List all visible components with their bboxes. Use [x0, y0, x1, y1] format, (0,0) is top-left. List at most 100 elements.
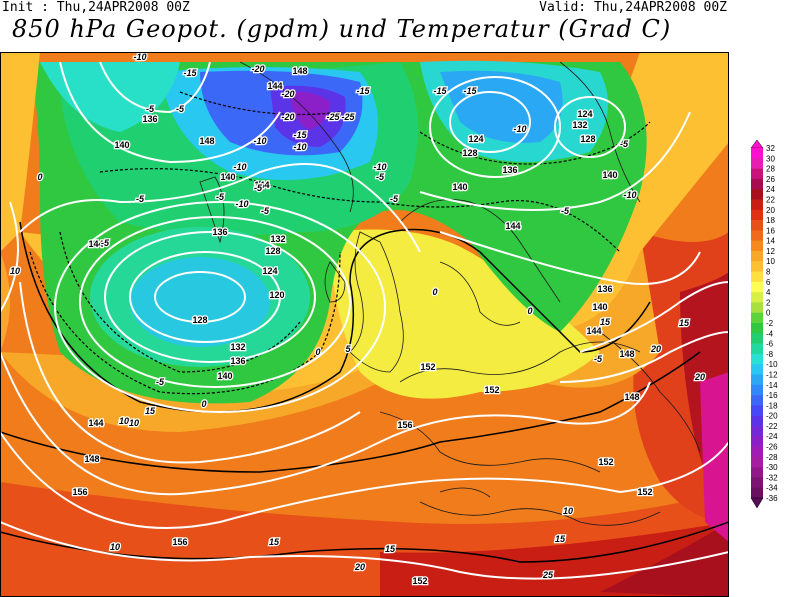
isotherm-label: 0	[201, 399, 206, 409]
valid-time-label: Valid: Thu,24APR2008 00Z	[539, 0, 727, 15]
colorbar-swatch	[751, 323, 763, 334]
isohypse-label: 132	[572, 120, 587, 130]
temperature-colorbar: 32302826242220181614121086420-2-4-6-8-10…	[750, 140, 778, 509]
isotherm-label: -5	[261, 206, 270, 216]
colorbar-tick-label: 32	[766, 144, 775, 153]
colorbar-swatch	[751, 415, 763, 427]
isohypse-label: 136	[230, 356, 245, 366]
isotherm-label: -15	[463, 86, 477, 96]
isotherm-label: 10	[129, 418, 139, 428]
isotherm-label: 10	[110, 542, 120, 552]
temperature-field	[0, 52, 729, 597]
colorbar-tick-label: 26	[766, 175, 775, 184]
isohypse-label: 152	[484, 385, 499, 395]
geopotential-contours	[0, 61, 729, 580]
isohypse-label: 140	[220, 172, 235, 182]
isotherm-label: -5	[136, 194, 145, 204]
colorbar-tick-label: -12	[766, 370, 778, 379]
isotherm-label: 15	[600, 317, 611, 327]
colorbar-tick-label: 12	[766, 247, 775, 256]
isotherm-label: -5	[101, 238, 110, 248]
isohypse-label: 136	[597, 284, 612, 294]
colorbar-swatch	[751, 240, 763, 252]
colorbar-tick-label: 10	[766, 257, 775, 266]
colorbar-swatch	[751, 250, 763, 262]
isohypse-label: 156	[397, 420, 412, 430]
isohypse-label: 140	[592, 302, 607, 312]
isohypse-label: 156	[72, 487, 87, 497]
isotherm-label: 0	[315, 347, 320, 357]
colorbar-tick-label: 30	[766, 154, 775, 163]
isotherm-label: -15	[293, 130, 307, 140]
isohypse-label: 124	[262, 266, 277, 276]
isotherm-label: -5	[376, 172, 385, 182]
isotherm-label: 10	[119, 416, 129, 426]
isohypse-label: 144	[505, 221, 520, 231]
colorbar-swatch	[751, 446, 763, 458]
colorbar-tick-label: -6	[766, 340, 774, 349]
colorbar-tick-label: -8	[766, 350, 774, 359]
colorbar-tick-label: 24	[766, 185, 775, 194]
colorbar-tick-label: -30	[766, 463, 778, 472]
colorbar-labels: 32302826242220181614121086420-2-4-6-8-10…	[766, 144, 778, 503]
isotherm-label: -5	[390, 194, 399, 204]
isotherm-label: -5	[254, 183, 263, 193]
colorbar-swatch	[751, 178, 763, 190]
isotherm-label: -5	[156, 377, 165, 387]
isohypse-label: 152	[420, 362, 435, 372]
colorbar-swatch	[751, 395, 763, 406]
colorbar-swatch	[751, 364, 763, 375]
isohypse-label: 152	[598, 457, 613, 467]
colorbar-tick-label: -4	[766, 329, 774, 338]
isohypse-label: 120	[269, 290, 284, 300]
colorbar-tick-label: 6	[766, 278, 771, 287]
isotherm-label: 0	[527, 306, 532, 316]
colorbar-tick-label: -18	[766, 401, 778, 410]
isotherm-label: 0	[37, 172, 42, 182]
colorbar-swatch	[751, 261, 763, 272]
colorbar-swatch	[751, 312, 763, 324]
isohypse-label: 136	[142, 114, 157, 124]
isohypse-label: 144	[267, 81, 282, 91]
isohypse-label: 156	[172, 537, 187, 547]
colorbar-swatch	[751, 271, 763, 283]
isohypse-label: 136	[212, 227, 227, 237]
temperature-contours	[29, 91, 651, 395]
isotherm-label: 15	[679, 318, 690, 328]
isotherm-label: 20	[694, 372, 705, 382]
colorbar-swatch	[751, 292, 763, 303]
isotherm-label: -5	[146, 104, 155, 114]
isotherm-label: -20	[281, 112, 294, 122]
isotherm-label: -5	[216, 192, 225, 202]
colorbar-swatch	[751, 302, 763, 314]
colorbar-tick-label: -26	[766, 443, 778, 452]
colorbar-swatch	[751, 220, 763, 231]
isohypse-label: 128	[265, 246, 280, 256]
isotherm-label: -5	[594, 354, 603, 364]
isotherm-label: -10	[293, 142, 306, 152]
colorbar-swatch	[751, 374, 763, 386]
isohypse-label: 148	[619, 349, 634, 359]
colorbar-tick-label: -32	[766, 473, 778, 482]
colorbar-tick-label: -14	[766, 381, 778, 390]
isohypse-label: 144	[88, 239, 103, 249]
colorbar-tick-label: 4	[766, 288, 771, 297]
isotherm-label: -15	[433, 86, 447, 96]
contour-labels: 148 144 136 140 148 140 144 136 132 128 124 120 128 1…	[9, 52, 707, 587]
colorbar-top-arrow	[750, 140, 764, 149]
isotherm-label: 15	[145, 406, 156, 416]
colorbar-swatch	[751, 467, 763, 478]
isohypse-label: 152	[637, 487, 652, 497]
colorbar-swatch	[751, 209, 763, 221]
colorbar-tick-label: -16	[766, 391, 778, 400]
colorbar-tick-label: 18	[766, 216, 775, 225]
colorbar-tick-label: 2	[766, 298, 771, 307]
isotherm-label: 25	[542, 570, 554, 580]
isohypse-label: 124	[468, 134, 483, 144]
colorbar-tick-label: -22	[766, 422, 778, 431]
colorbar-swatch	[751, 333, 763, 344]
colorbar-swatch	[751, 353, 763, 365]
colorbar-swatch	[751, 281, 763, 293]
colorbar-swatch	[751, 148, 763, 159]
isohypse-label: 152	[412, 576, 427, 586]
